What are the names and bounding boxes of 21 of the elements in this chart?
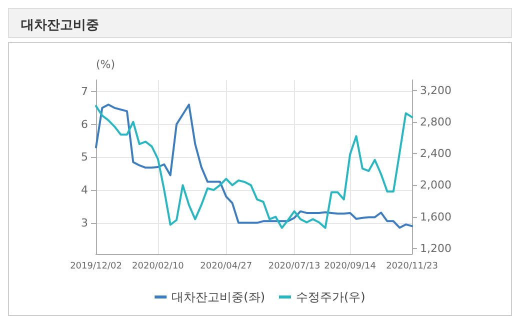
y-tick-label: 6 bbox=[81, 118, 88, 131]
y2-tick-label: 1,200 bbox=[420, 242, 452, 255]
y-tick-label: 5 bbox=[81, 150, 88, 164]
x-tick-label: 2019/12/02 bbox=[70, 262, 122, 272]
y2-tick-label: 3,200 bbox=[420, 84, 452, 97]
y-tick-label: 4 bbox=[81, 183, 88, 196]
chart-title: 대차잔고비중 bbox=[21, 18, 99, 33]
y2-tick-label: 2,400 bbox=[420, 147, 452, 160]
legend-label: 대차잔고비중(좌) bbox=[172, 290, 266, 304]
y2-tick-label: 2,000 bbox=[420, 178, 452, 192]
legend-label: 수정주가(우) bbox=[296, 290, 366, 304]
y-tick-label: 3 bbox=[81, 216, 88, 230]
y-tick-label: 7 bbox=[81, 84, 88, 98]
x-tick-label: 2020/09/14 bbox=[324, 262, 376, 272]
x-tick-label: 2020/11/23 bbox=[386, 262, 438, 272]
x-tick-label: 2020/07/13 bbox=[268, 262, 320, 272]
y-axis-title: (%) bbox=[96, 58, 116, 71]
x-tick-label: 2020/02/10 bbox=[132, 262, 184, 272]
y2-tick-label: 2,800 bbox=[420, 115, 452, 128]
y2-tick-label: 1,600 bbox=[420, 210, 452, 224]
x-tick-label: 2020/04/27 bbox=[200, 262, 252, 272]
